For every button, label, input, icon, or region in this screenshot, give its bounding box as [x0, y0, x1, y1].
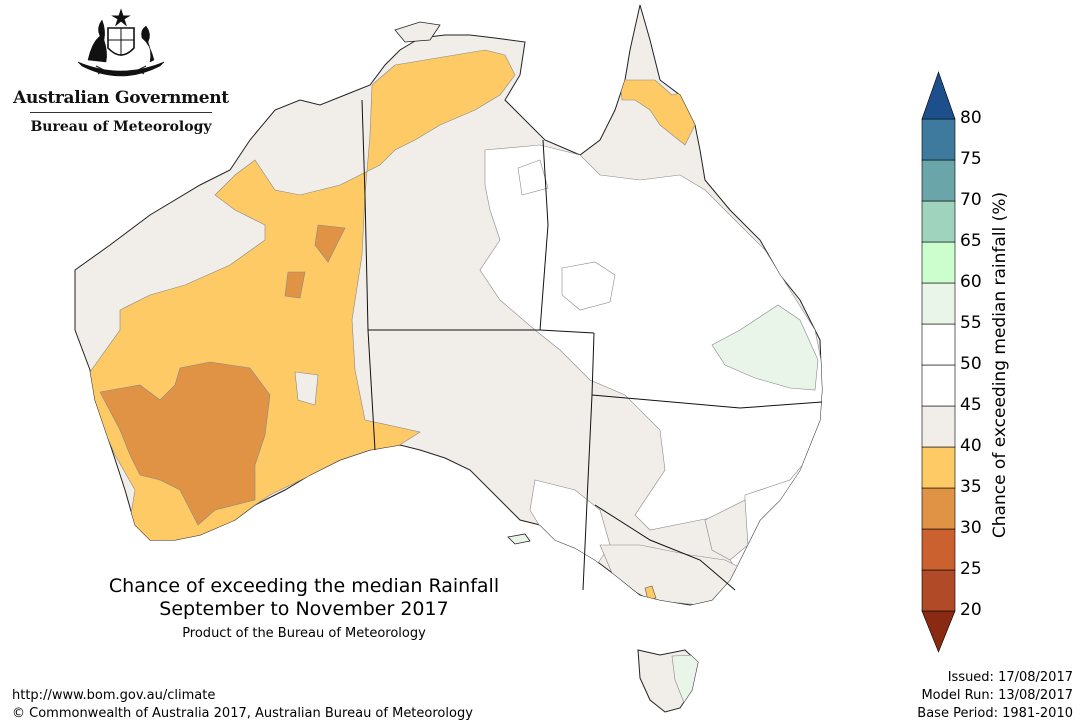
kangaroo-island [507, 533, 531, 545]
legend-colorbar [921, 71, 956, 653]
legend-tick-label: 40 [960, 436, 982, 456]
probability-region-30-35-inland-b [284, 271, 306, 299]
legend-tick-label: 65 [960, 231, 982, 251]
government-name: Australian Government [13, 88, 229, 108]
model-run-date: Model Run: 13/08/2017 [921, 688, 1073, 703]
legend-bin-below-20 [921, 610, 956, 653]
legend-tick-label: 45 [960, 395, 982, 415]
legend-bin-75-80 [921, 118, 956, 161]
legend-tick-label: 35 [960, 477, 982, 497]
base-period: Base Period: 1981-2010 [917, 706, 1073, 721]
legend-bin-70-75 [921, 159, 956, 202]
probability-region-45-55-blob-north [517, 159, 549, 196]
map-title: Chance of exceeding the median Rainfall [108, 575, 500, 597]
legend-bin-60-65 [921, 241, 956, 284]
legend-tick-label: 25 [960, 559, 982, 579]
sa-qld-border [582, 332, 595, 591]
legend-bin-25-30 [921, 528, 956, 571]
legend-bin-35-40 [921, 446, 956, 489]
legend-bin-65-70 [921, 200, 956, 243]
legend-bin-50-55 [921, 323, 956, 366]
legend-tick-label: 30 [960, 518, 982, 538]
legend-bin-20-25 [921, 569, 956, 612]
probability-region-40-45-inland [294, 371, 319, 406]
map-period: September to November 2017 [159, 598, 449, 620]
legend-tick-label: 50 [960, 354, 982, 374]
header-divider [30, 112, 212, 113]
state-borders [361, 99, 823, 591]
probability-region-35-40-victoria [644, 585, 657, 601]
legend-tick-label: 70 [960, 190, 982, 210]
coat-of-arms-icon [77, 8, 165, 77]
nsw-vic-border [594, 504, 736, 591]
bureau-name: Bureau of Meteorology [30, 119, 212, 135]
issued-date: Issued: 17/08/2017 [947, 670, 1073, 685]
legend-bin-above-80 [921, 71, 956, 120]
melville-island [394, 21, 441, 43]
legend-tick-label: 55 [960, 313, 982, 333]
legend-bin-40-45 [921, 405, 956, 448]
map-product-note: Product of the Bureau of Meteorology [182, 626, 426, 641]
probability-region-40-45-east-coast [704, 499, 749, 561]
legend-bin-45-50 [921, 364, 956, 407]
qld-nsw-border [591, 394, 823, 409]
wa-border [361, 99, 376, 451]
copyright-notice: © Commonwealth of Australia 2017, Austra… [12, 706, 473, 721]
probability-region-30-35-inland-a [314, 224, 346, 263]
legend-bin-30-35 [921, 487, 956, 530]
legend-bin-55-60 [921, 282, 956, 325]
probability-region-35-40-cape-york [619, 79, 696, 146]
probability-region-30-35-southwest [99, 361, 271, 526]
probability-region-55-60-queensland [711, 304, 819, 391]
legend-tick-label: 80 [960, 108, 982, 128]
legend-tick-label: 20 [960, 600, 982, 620]
source-url[interactable]: http://www.bom.gov.au/climate [12, 688, 216, 703]
nt-qld-border [539, 139, 549, 331]
legend-tick-label: 60 [960, 272, 982, 292]
legend-tick-label: 75 [960, 149, 982, 169]
probability-region-45-55-blob [561, 261, 616, 311]
